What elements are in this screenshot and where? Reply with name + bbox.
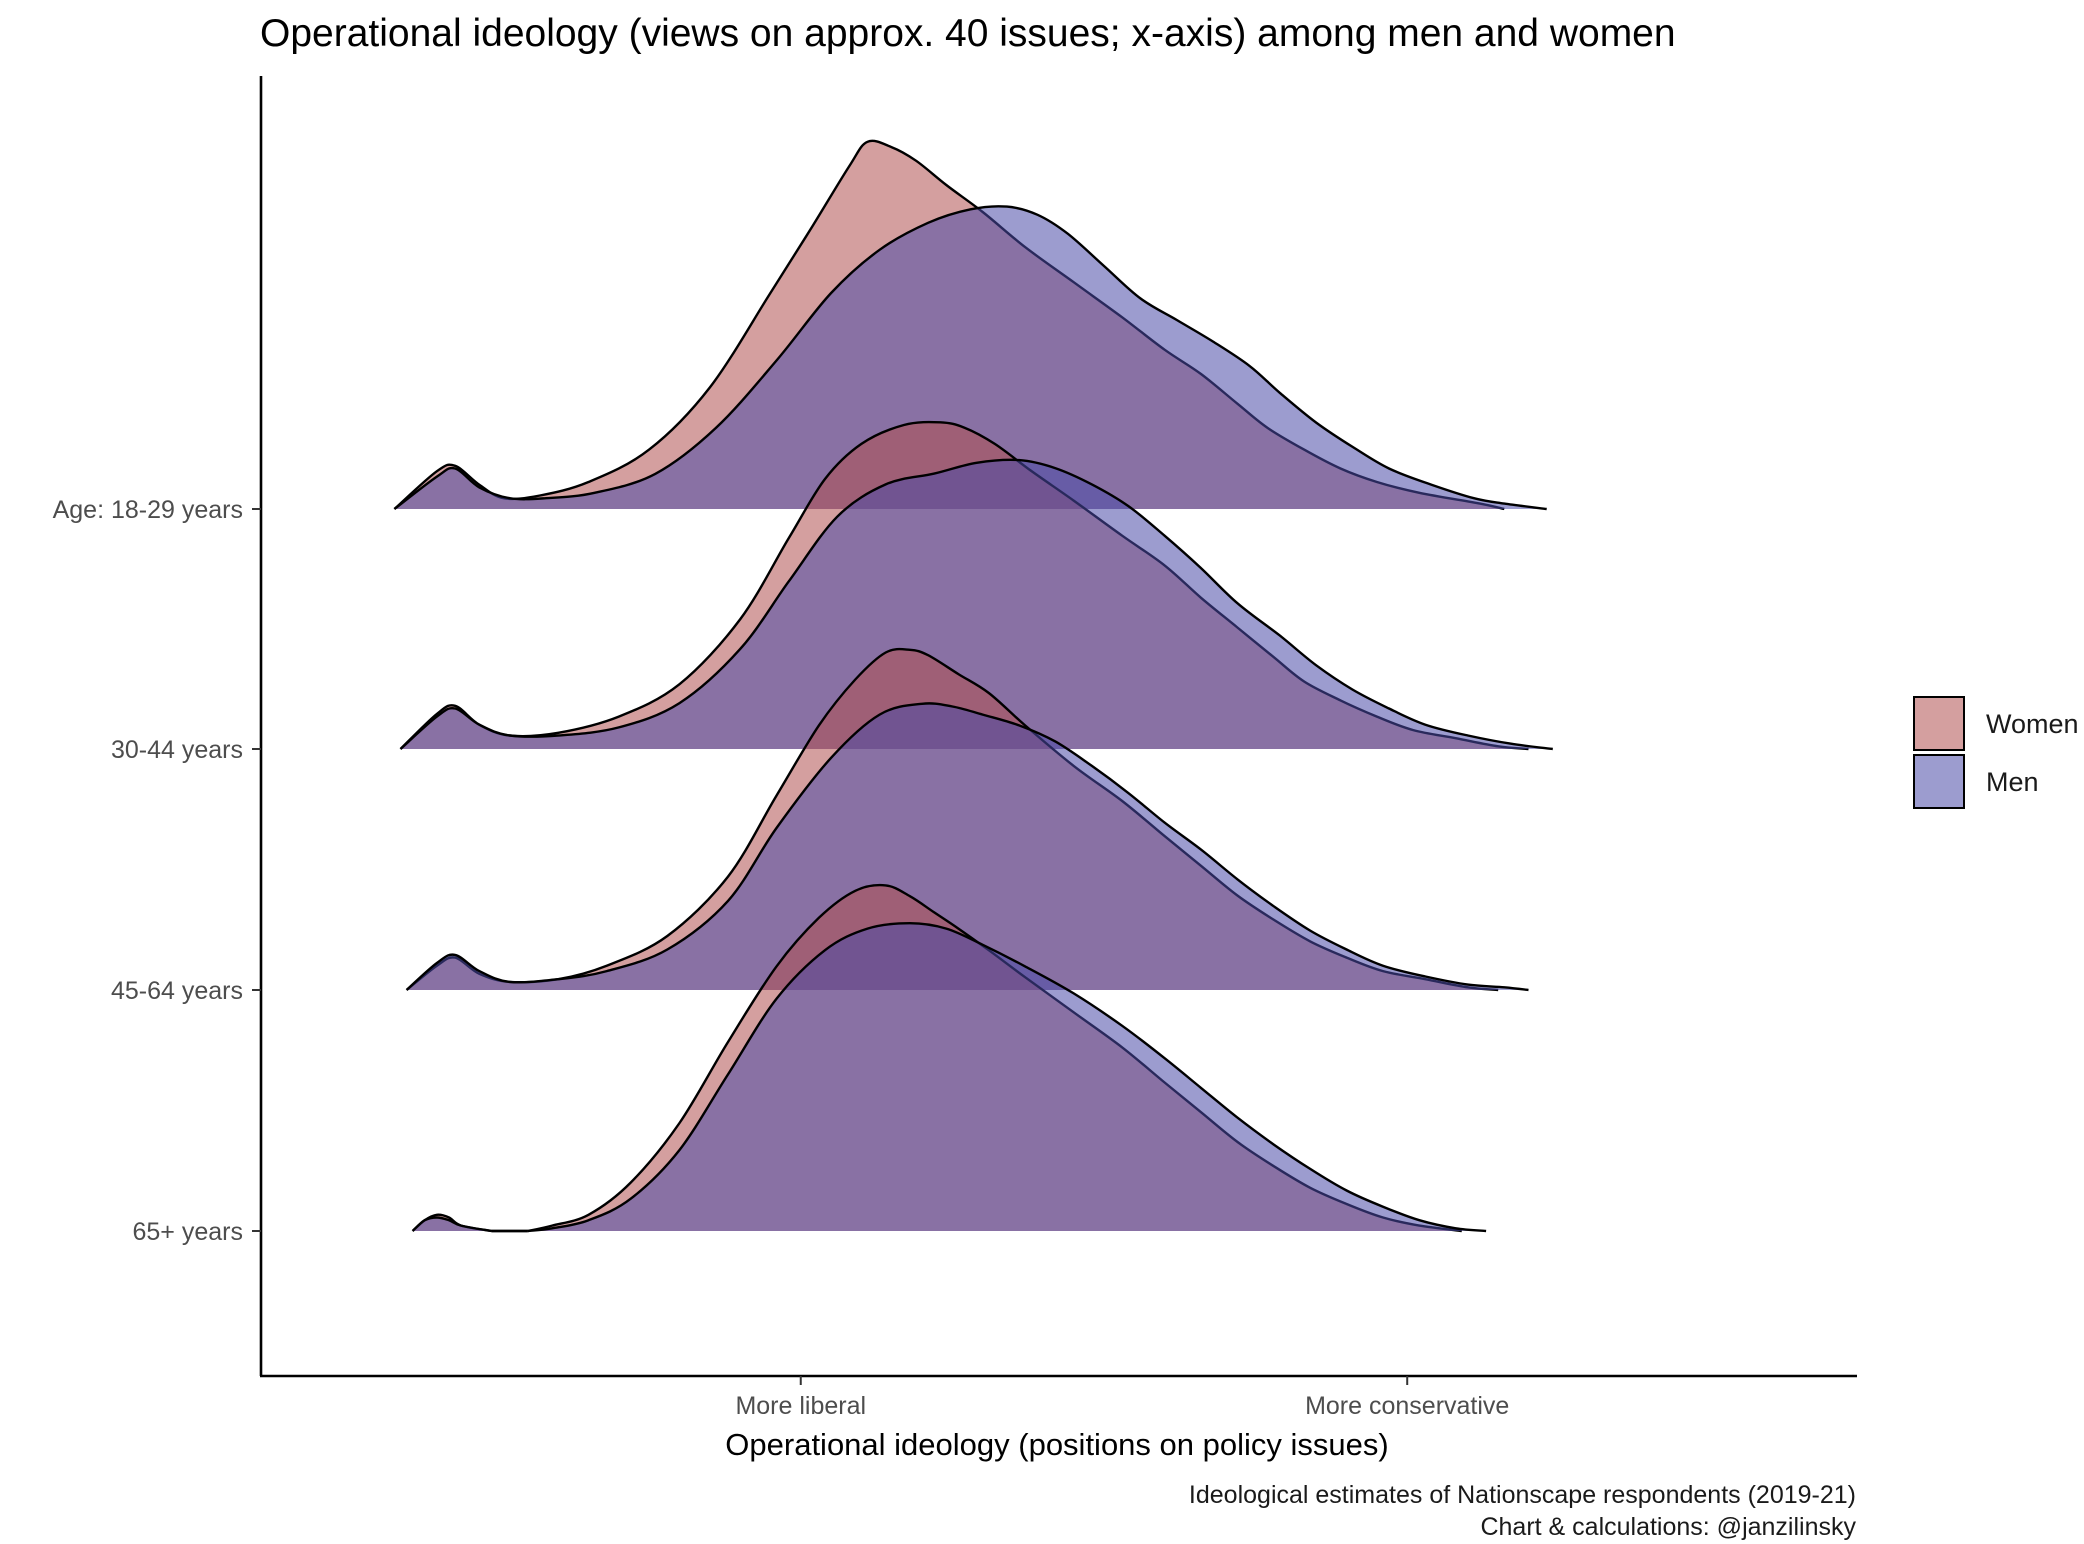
x-axis-title: Operational ideology (positions on polic… [725,1427,1388,1462]
ridge-line-men-4-3 [527,921,1487,1233]
x-axis-ticks: More liberal More conservative [735,1376,1509,1420]
ridge-line-men-1 [393,205,1547,511]
ridge-area-men-2 [400,459,1553,749]
ridge-line-men-3 [405,702,1529,992]
legend-label-women: Women [1986,709,2079,739]
ridge-area-men-4-3 [527,923,1487,1231]
density-ridges [393,139,1553,1233]
chart-title: Operational ideology (views on approx. 4… [260,12,1676,55]
ridge-area-men-4-1 [412,1217,492,1231]
y-tick-label: 30-44 years [111,736,243,764]
legend-key-men [1913,754,1965,809]
caption-line-1: Ideological estimates of Nationscape res… [1189,1481,1856,1509]
y-tick-label: Age: 18-29 years [53,496,243,524]
y-tick-label: 65+ years [133,1218,244,1246]
legend-key-women [1913,696,1965,751]
ridge-area-men-1 [394,206,1547,509]
ridge-line-men-4-1 [411,1216,492,1233]
x-tick-label: More conservative [1305,1392,1509,1420]
y-tick-label: 45-64 years [111,977,243,1005]
ridge-area-men-3 [406,703,1529,990]
legend-label-men: Men [1986,767,2039,797]
caption-line-2: Chart & calculations: @janzilinsky [1480,1513,1856,1541]
y-axis-ticks: Age: 18-29 years 30-44 years 45-64 years 65… [53,496,261,1246]
x-tick-label: More liberal [735,1392,866,1420]
ridge-line-men-2 [399,458,1553,751]
legend: Women Men [1913,696,2079,809]
